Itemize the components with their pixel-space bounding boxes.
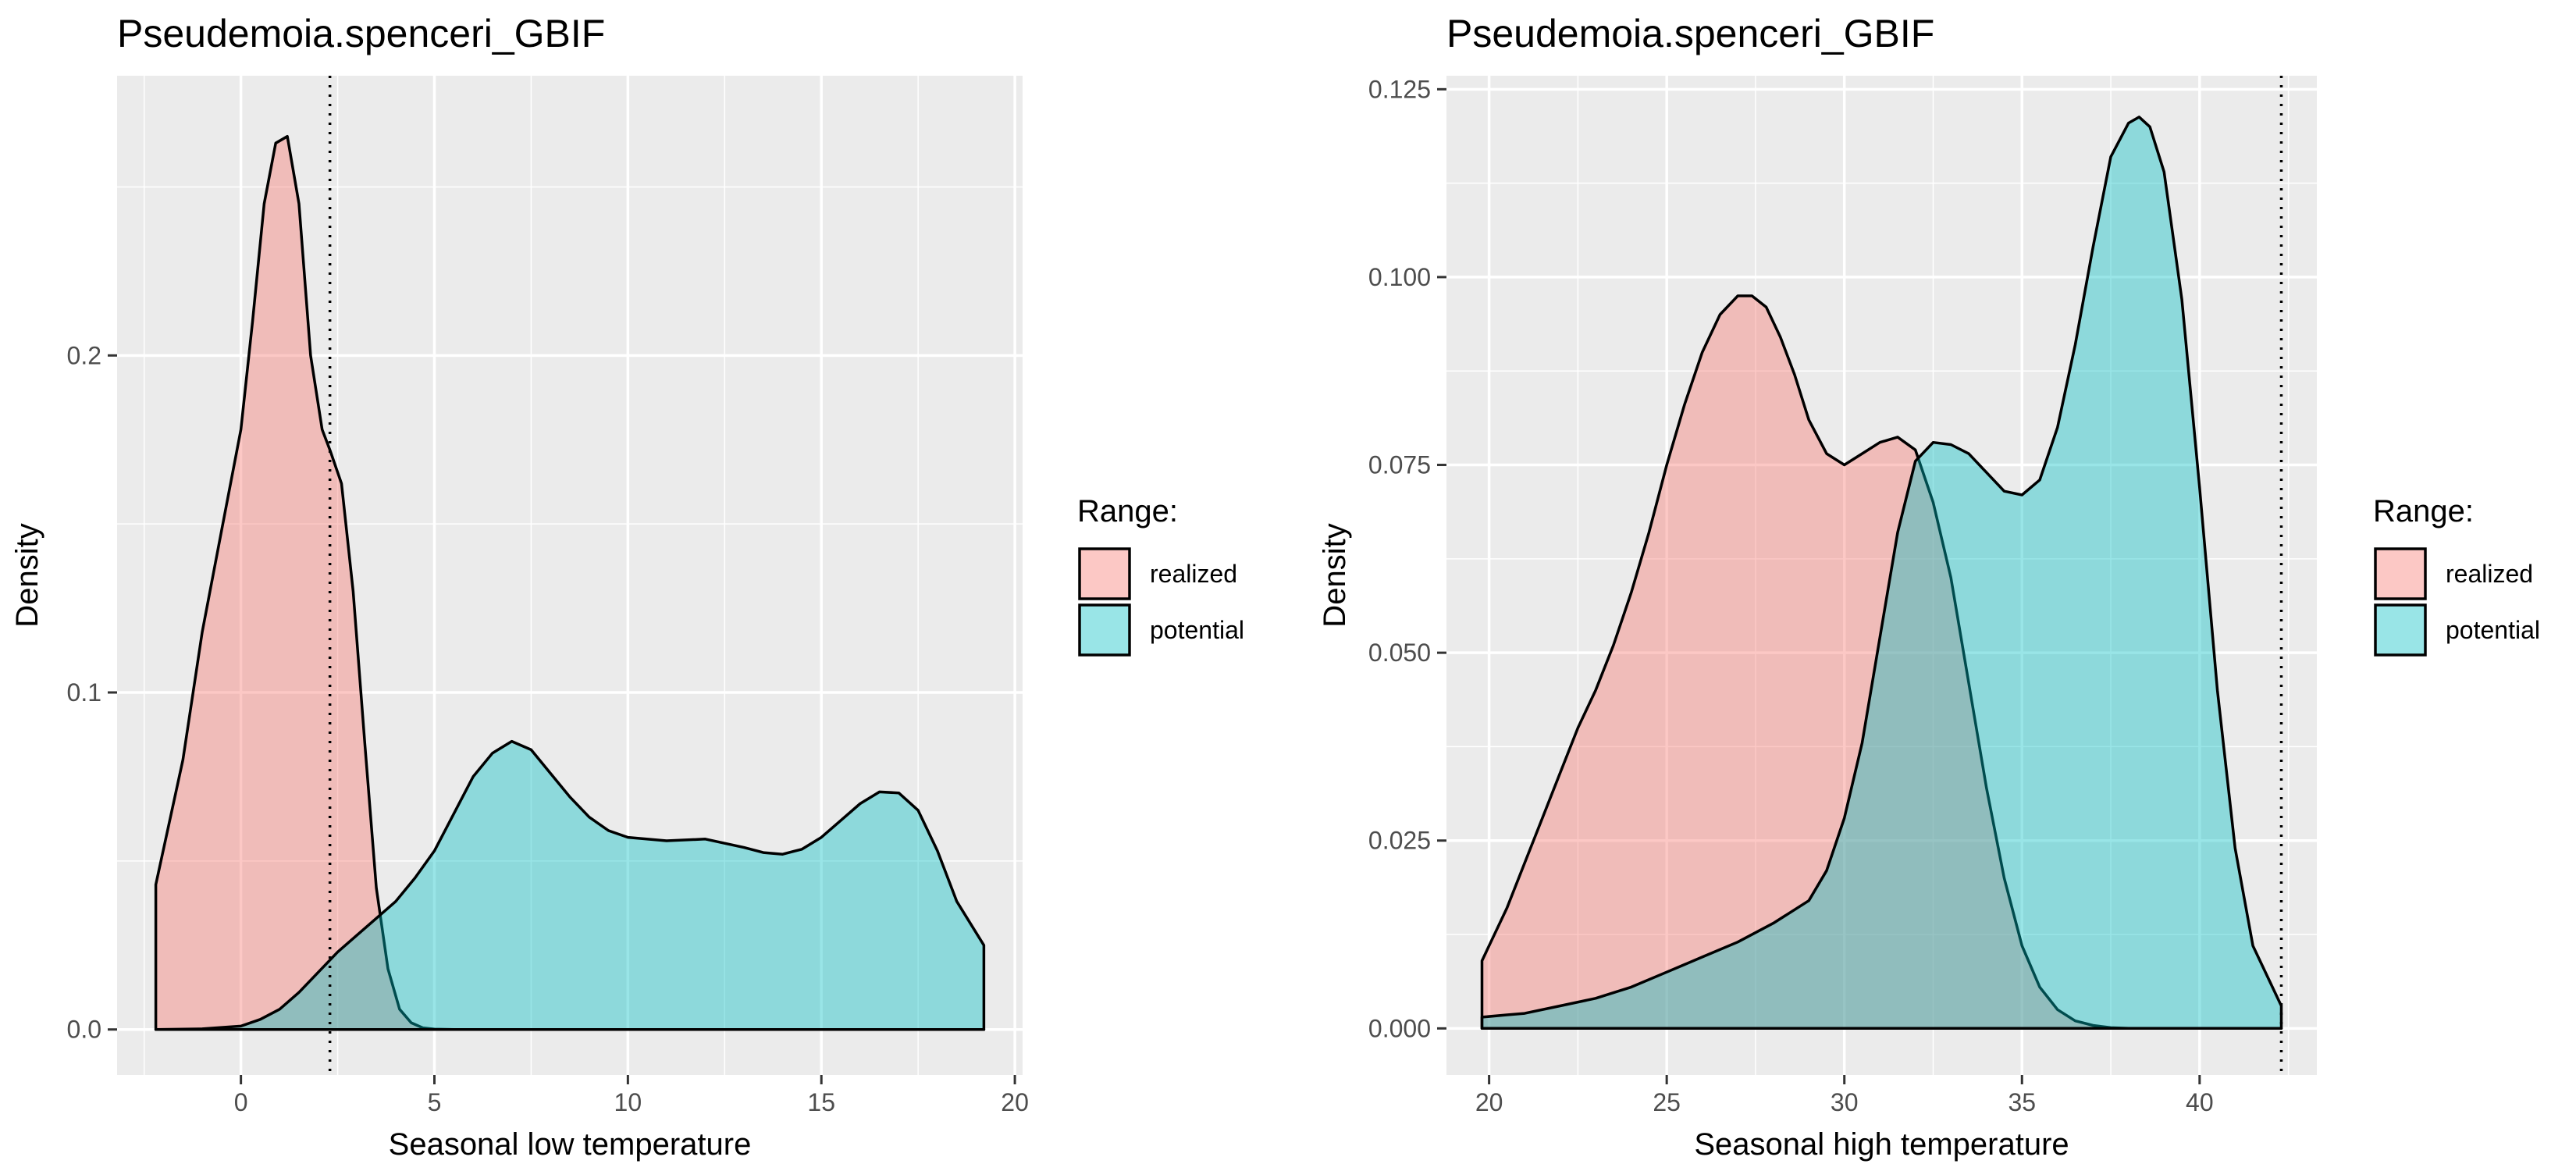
- y-tick-label: 0.1: [67, 678, 101, 707]
- y-tick-label: 0.050: [1368, 639, 1431, 667]
- x-tick-label: 15: [807, 1088, 835, 1116]
- x-tick-label: 35: [2008, 1088, 2036, 1116]
- legend-label-potential: potential: [1150, 616, 1244, 644]
- y-axis-title: Density: [1318, 523, 1352, 627]
- y-tick-label: 0.125: [1368, 75, 1431, 103]
- density-areas: [1480, 116, 2283, 1030]
- plot-panel: [117, 76, 1023, 1075]
- x-axis-title: Seasonal high temperature: [1694, 1127, 2069, 1162]
- x-axis-title: Seasonal low temperature: [389, 1127, 752, 1162]
- x-tick-label: 10: [614, 1088, 642, 1116]
- legend: Range: realized potential: [2373, 494, 2540, 657]
- y-tick-label: 0.075: [1368, 451, 1431, 479]
- legend-title: Range:: [1077, 494, 1178, 529]
- y-tick-label: 0.100: [1368, 263, 1431, 291]
- legend-label-realized: realized: [2446, 560, 2533, 588]
- right-chart: 20 25 30 35 40 0.000 0.025 0.050 0.075 0.100 0.125…: [1318, 12, 2540, 1162]
- y-tick-label: 0.2: [67, 341, 101, 369]
- x-tick-label: 20: [1001, 1088, 1029, 1116]
- legend-label-realized: realized: [1150, 560, 1237, 588]
- y-tick-label: 0.025: [1368, 827, 1431, 855]
- legend-label-potential: potential: [2446, 616, 2540, 644]
- legend-key-potential: [1078, 603, 1131, 657]
- x-tick-label: 5: [428, 1088, 442, 1116]
- y-axis-title: Density: [10, 523, 44, 627]
- legend-title: Range:: [2373, 494, 2474, 529]
- legend-key-potential: [2374, 603, 2427, 657]
- density-area-potential: [1480, 116, 2283, 1030]
- density-areas: [154, 134, 986, 1031]
- x-tick-label: 20: [1475, 1088, 1503, 1116]
- chart-title: Pseudemoia.spenceri_GBIF: [1446, 12, 1934, 55]
- x-tick-label: 30: [1831, 1088, 1859, 1116]
- x-tick-label: 25: [1653, 1088, 1681, 1116]
- density-area-realized: [1480, 294, 2283, 1030]
- y-tick-label: 0.0: [67, 1016, 101, 1044]
- plot-panel: [1446, 76, 2317, 1075]
- x-tick-label: 0: [234, 1088, 248, 1116]
- legend: Range: realized potential: [1077, 494, 1244, 657]
- legend-key-realized: [1078, 547, 1131, 600]
- legend-key-realized: [2374, 547, 2427, 600]
- left-chart: 0 5 10 15 20 0.0 0.1 0.2 Pseudemoia.spenceri_GBI…: [10, 12, 1244, 1162]
- chart-title: Pseudemoia.spenceri_GBIF: [117, 12, 605, 55]
- x-tick-label: 40: [2186, 1088, 2214, 1116]
- y-tick-label: 0.000: [1368, 1014, 1431, 1042]
- density-area-potential: [154, 739, 986, 1031]
